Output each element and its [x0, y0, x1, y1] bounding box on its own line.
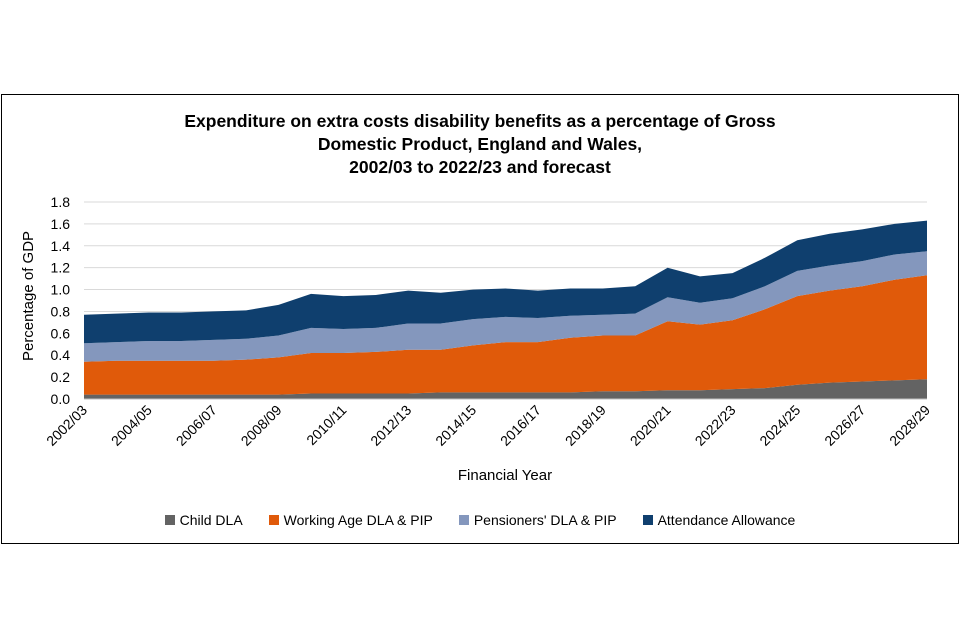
legend-swatch [164, 515, 175, 525]
legend-swatch [268, 515, 279, 525]
legend-item-pensioners: Pensioners' DLA & PIP [458, 512, 617, 528]
legend: Child DLA Working Age DLA & PIP Pensione… [0, 510, 960, 530]
area-layer [84, 220, 927, 399]
x-tick-label: 2012/13 [367, 402, 414, 449]
y-tick-label: 1.2 [51, 260, 71, 276]
y-tick-label: 0.6 [51, 325, 71, 341]
x-tick-label: 2014/15 [432, 402, 479, 449]
legend-label: Child DLA [179, 512, 243, 528]
legend-swatch [458, 515, 469, 525]
y-tick-label: 0.8 [51, 303, 71, 319]
legend-item-child-dla: Child DLA [164, 512, 243, 528]
x-tick-label: 2008/09 [238, 402, 285, 449]
y-tick-label: 0.4 [51, 347, 71, 363]
x-tick-label: 2010/11 [303, 402, 350, 449]
y-tick-label: 1.4 [51, 238, 71, 254]
y-tick-label: 1.6 [51, 216, 71, 232]
legend-label: Working Age DLA & PIP [283, 512, 433, 528]
y-tick-label: 1.0 [51, 282, 71, 298]
x-tick-label: 2016/17 [497, 402, 544, 449]
y-tick-label: 0.0 [51, 391, 71, 407]
legend-label: Attendance Allowance [657, 512, 796, 528]
x-tick-label: 2004/05 [108, 402, 155, 449]
legend-swatch [642, 515, 653, 525]
x-tick-label: 2026/27 [821, 402, 868, 449]
x-tick-label: 2022/23 [692, 402, 739, 449]
y-axis-label: Percentage of GDP [20, 231, 37, 361]
x-tick-label: 2024/25 [756, 402, 803, 449]
legend-item-attendance: Attendance Allowance [642, 512, 796, 528]
area-working-age-dla-pip [84, 275, 927, 395]
y-tick-label: 1.8 [51, 194, 71, 210]
chart-title-line-2: Domestic Product, England and Wales, [317, 134, 643, 154]
legend-label: Pensioners' DLA & PIP [473, 512, 617, 528]
x-axis-label: Financial Year [458, 467, 552, 484]
area-attendance-allowance [84, 220, 927, 344]
chart-title-line-3: 2002/03 to 2022/23 and forecast [349, 157, 611, 177]
legend-item-working-age: Working Age DLA & PIP [268, 512, 433, 528]
x-tick-label: 2028/29 [886, 402, 933, 449]
area-pensioners-dla-pip [84, 251, 927, 362]
chart-title: Expenditure on extra costs disability be… [0, 110, 960, 179]
x-tick-label: 2006/07 [173, 402, 220, 449]
x-tick-label: 2018/19 [562, 402, 609, 449]
chart-title-line-1: Expenditure on extra costs disability be… [184, 111, 776, 131]
area-child-dla [84, 379, 927, 399]
x-tick-label: 2002/03 [43, 402, 90, 449]
x-tick-label: 2020/21 [627, 402, 674, 449]
y-tick-label: 0.2 [51, 369, 71, 385]
